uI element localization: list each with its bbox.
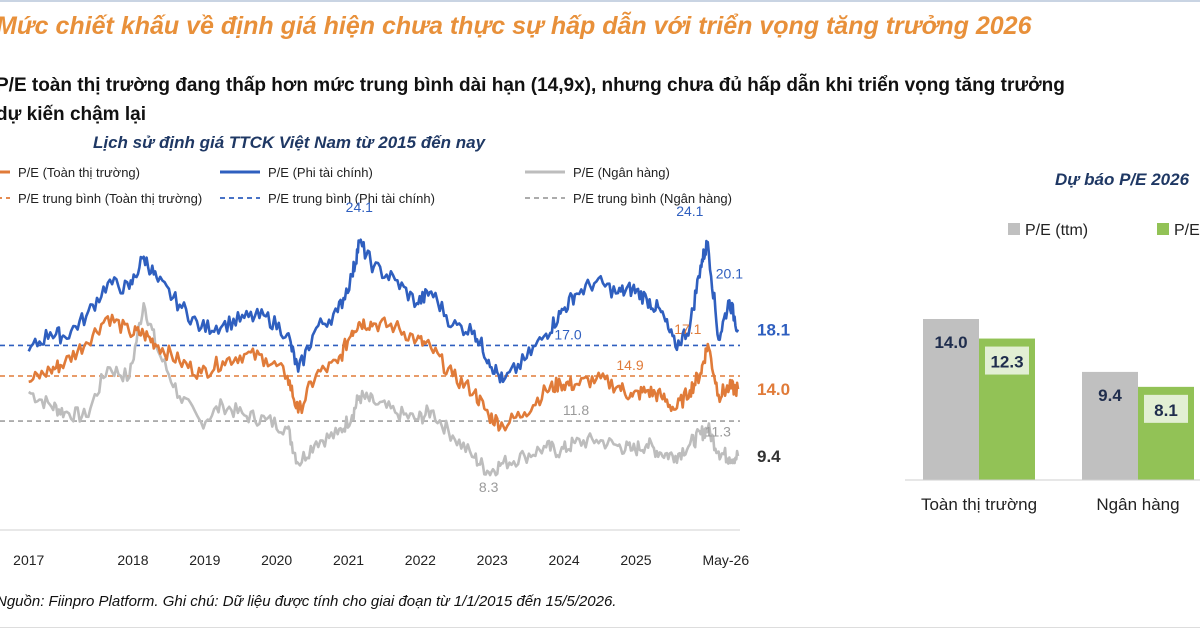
- footnote: Nguồn: Fiinpro Platform. Ghi chú: Dữ liệ…: [0, 593, 617, 610]
- bar-label-box-1: [1144, 394, 1188, 423]
- x-tick-label-1: 2018: [117, 552, 148, 568]
- legend-label-4: P/E trung bình (Phi tài chính): [268, 191, 435, 206]
- x-tick-label-4: 2021: [333, 552, 364, 568]
- subheadline-line-2: dự kiến chậm lại: [0, 104, 146, 125]
- value-label-0: 24.1: [346, 199, 373, 215]
- bar-category-label-1: Ngân hàng: [1096, 495, 1179, 514]
- x-tick-label-9: May-26: [702, 552, 749, 568]
- series-line-1: [28, 313, 740, 432]
- subheadline-line-1: P/E toàn thị trường đang thấp hơn mức tr…: [0, 75, 1065, 96]
- value-label-3: 17.1: [674, 321, 701, 337]
- value-label-5: 8.3: [479, 479, 499, 495]
- bar-category-label-0: Toàn thị trường: [921, 495, 1037, 514]
- bar-0-0: [923, 319, 979, 480]
- bar-value-label-1-0: 12.3: [990, 353, 1023, 372]
- series-line-0: [27, 238, 740, 384]
- value-label-1: 24.1: [676, 203, 703, 219]
- bar-legend-swatch-1: [1157, 223, 1169, 235]
- bar-value-label-1-1: 8.1: [1154, 401, 1178, 420]
- legend-label-1: P/E (Phi tài chính): [268, 165, 373, 180]
- bar-legend-label-0: P/E (ttm): [1025, 222, 1088, 239]
- average-label-2: 11.8: [563, 402, 589, 418]
- page-headline: Mức chiết khấu về định giá hiện chưa thự…: [0, 12, 1032, 40]
- average-label-0: 17.0: [554, 326, 581, 342]
- x-tick-label-8: 2025: [620, 552, 651, 568]
- end-label-0: 18.1: [757, 320, 790, 339]
- average-label-1: 14.9: [616, 357, 643, 373]
- bar-chart-title: Dự báo P/E 2026: [1055, 170, 1190, 189]
- value-label-4: 11.3: [705, 423, 731, 439]
- legend-label-3: P/E trung bình (Toàn thị trường): [18, 191, 202, 206]
- bar-legend-swatch-0: [1008, 223, 1020, 235]
- legend-label-5: P/E trung bình (Ngân hàng): [573, 191, 732, 206]
- bar-label-box-0: [985, 346, 1029, 375]
- legend-label-2: P/E (Ngân hàng): [573, 165, 670, 180]
- end-label-1: 14.0: [757, 380, 790, 399]
- end-label-2: 9.4: [757, 447, 781, 466]
- series-line-2: [27, 302, 740, 477]
- bar-value-label-0-0: 14.0: [934, 333, 967, 352]
- bar-0-1: [1082, 371, 1138, 480]
- bottom-rule: [0, 627, 1200, 628]
- x-tick-label-5: 2022: [405, 552, 436, 568]
- x-tick-label-6: 2023: [477, 552, 508, 568]
- bar-value-label-0-1: 9.4: [1098, 386, 1122, 405]
- top-rule: [0, 0, 1200, 2]
- value-label-2: 20.1: [716, 265, 743, 281]
- bar-legend-label-1: P/E: [1174, 222, 1200, 239]
- x-tick-label-7: 2024: [549, 552, 580, 568]
- x-tick-label-2: 2019: [189, 552, 220, 568]
- x-tick-label-0: 2017: [13, 552, 44, 568]
- line-chart-title: Lịch sử định giá TTCK Việt Nam từ 2015 đ…: [93, 133, 486, 152]
- x-tick-label-3: 2020: [261, 552, 292, 568]
- legend-label-0: P/E (Toàn thị trường): [18, 165, 140, 180]
